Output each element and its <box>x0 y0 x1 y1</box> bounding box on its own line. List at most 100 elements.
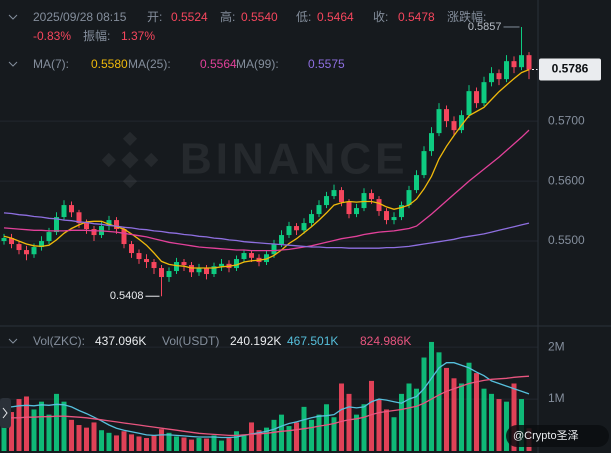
candle-body <box>144 259 149 263</box>
volume-bar <box>136 436 142 451</box>
candle-body <box>369 193 374 200</box>
volume-bar <box>481 388 487 451</box>
candle-body <box>451 121 457 131</box>
candle-body <box>391 217 397 221</box>
candle-body <box>474 91 479 104</box>
candle-body <box>121 229 127 245</box>
volume-bar <box>241 434 247 451</box>
candle-body <box>249 253 254 258</box>
candle-body <box>31 247 37 255</box>
candle-body <box>346 202 352 215</box>
candle-body <box>309 214 314 224</box>
volume-bar <box>324 404 329 451</box>
volume-bar <box>174 436 179 451</box>
y-tick-label: 0.5500 <box>548 233 585 247</box>
readout-label: 振幅: <box>83 28 110 43</box>
readout-value: 0.5464 <box>317 10 354 24</box>
volume-bar <box>54 393 59 451</box>
candle-body <box>129 244 134 254</box>
watermark: BINANCE <box>101 131 408 189</box>
volume-bar <box>144 438 149 451</box>
candle-body <box>159 268 164 278</box>
candle-body <box>354 208 359 215</box>
volume-bar <box>271 419 277 451</box>
legend-value: 0.5575 <box>308 57 345 71</box>
scroll-button[interactable] <box>0 398 11 428</box>
volume-bar <box>129 434 134 451</box>
candle-body <box>219 263 224 267</box>
volume-bar <box>249 422 254 451</box>
candle-body <box>279 235 284 245</box>
y-tick-label: 1M <box>548 391 565 405</box>
candle-body <box>174 262 179 272</box>
candle-body <box>406 190 412 206</box>
indicator-line <box>3 212 530 249</box>
volume-bar <box>31 409 37 451</box>
volume-bar <box>331 417 337 451</box>
volume-bar <box>219 440 224 451</box>
low-marker-label: 0.5408 <box>110 290 144 302</box>
candle-body <box>166 271 172 278</box>
volume-bar <box>264 427 269 451</box>
candle-body <box>496 73 502 80</box>
legend-value: 0.5564 <box>200 57 237 71</box>
candle-body <box>84 223 89 230</box>
volume-legend-value: 824.986K <box>360 334 411 348</box>
volume-bar <box>339 383 344 451</box>
watermark-text: BINANCE <box>180 135 408 184</box>
volume-bar <box>189 439 194 451</box>
candle-body <box>466 91 472 116</box>
volume-bar <box>316 414 322 451</box>
volume-bar <box>181 437 187 451</box>
volume-bar <box>159 429 164 451</box>
candle-body <box>286 226 292 236</box>
indicator-line <box>3 68 530 269</box>
candle-body <box>361 193 367 209</box>
indicator-line <box>3 129 530 252</box>
marks <box>1 26 538 451</box>
candle-body <box>436 109 442 134</box>
readout-value: 0.5540 <box>241 10 278 24</box>
y-tick-label: 0.5700 <box>548 113 585 127</box>
legend-name: MA(7): <box>33 57 69 71</box>
volume-bar <box>489 393 494 451</box>
volume-legend-value: 240.192K <box>230 334 281 348</box>
collapse-arrow[interactable] <box>8 338 18 344</box>
readout-value: 1.37% <box>121 29 155 43</box>
volume-bar <box>204 438 209 451</box>
readout-value: -0.83% <box>33 29 71 43</box>
candle-body <box>91 229 97 236</box>
last-price-tag <box>539 58 601 81</box>
candle-body <box>1 238 7 242</box>
scroll-button-icon[interactable] <box>2 407 8 419</box>
volume-bar <box>24 396 29 451</box>
candle-body <box>526 55 532 70</box>
volume-bar <box>76 425 82 451</box>
volume-bar <box>39 401 44 451</box>
collapse-arrow[interactable] <box>8 14 18 20</box>
candle-body <box>519 55 524 68</box>
y-tick-label: 2M <box>548 339 565 353</box>
candle-body <box>211 266 217 275</box>
credit-text: @Crypto圣泽 <box>513 429 579 442</box>
last-price-label: 0.5786 <box>552 62 589 76</box>
collapse-arrow[interactable] <box>8 61 18 67</box>
candle-body <box>376 199 382 212</box>
volume-bar <box>279 414 284 451</box>
volume-bar <box>106 432 112 451</box>
volume-bar <box>309 419 314 451</box>
candle-body <box>399 205 404 218</box>
volume-bar <box>451 378 457 451</box>
volume-bar <box>429 341 434 451</box>
volume-legend-name: Vol(USDT) <box>162 334 219 348</box>
readout-label: 低: <box>296 10 311 24</box>
volume-bar <box>384 409 389 451</box>
scroll-button-bg[interactable] <box>0 398 11 428</box>
volume-bar <box>9 412 14 451</box>
volume-bar <box>121 431 127 451</box>
volume-bar <box>369 380 374 451</box>
volume-bar <box>436 352 442 451</box>
volume-bar <box>346 393 352 451</box>
